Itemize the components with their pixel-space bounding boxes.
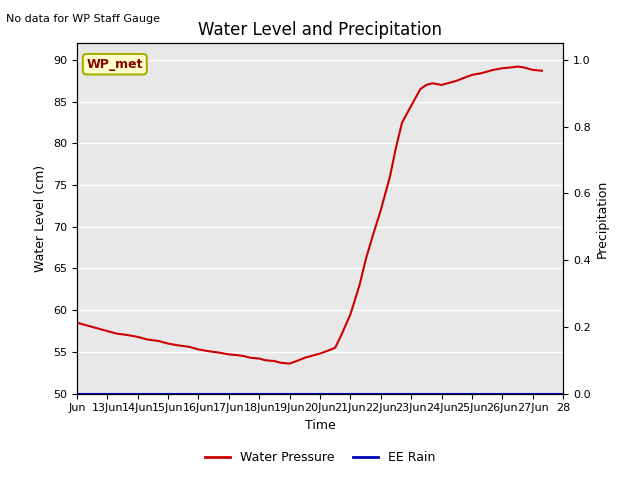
X-axis label: Time: Time: [305, 419, 335, 432]
Title: Water Level and Precipitation: Water Level and Precipitation: [198, 21, 442, 39]
Text: No data for WP Staff Gauge: No data for WP Staff Gauge: [6, 14, 161, 24]
Y-axis label: Water Level (cm): Water Level (cm): [35, 165, 47, 272]
Y-axis label: Precipitation: Precipitation: [596, 179, 609, 258]
Text: WP_met: WP_met: [86, 58, 143, 71]
Legend: Water Pressure, EE Rain: Water Pressure, EE Rain: [200, 446, 440, 469]
